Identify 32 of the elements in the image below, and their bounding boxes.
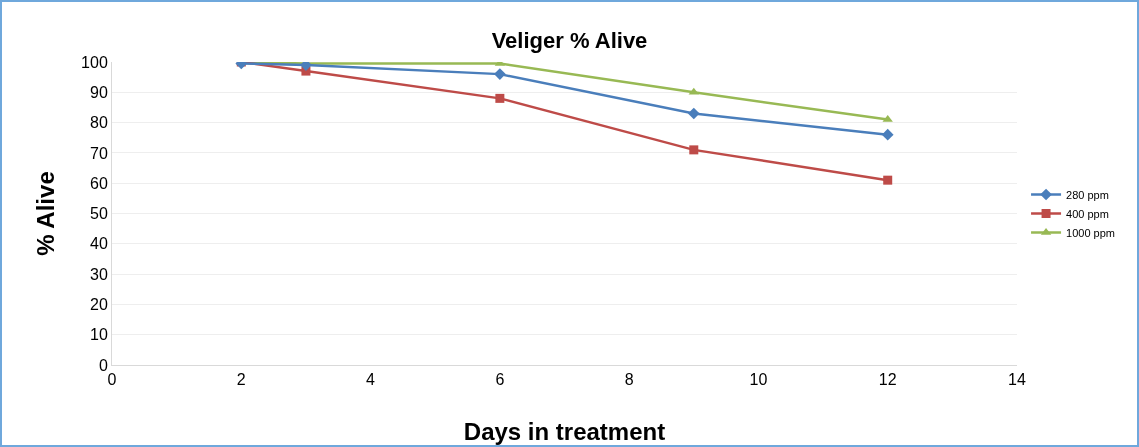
x-tick-label: 6 [495, 371, 505, 389]
chart-title: Veliger % Alive [491, 28, 648, 54]
point [495, 93, 505, 103]
x-tick-label: 12 [878, 371, 897, 389]
legend-label: 280 ppm [1066, 188, 1109, 201]
y-tick-label: 70 [90, 144, 108, 162]
point [689, 145, 699, 155]
point [300, 62, 312, 71]
x-tick-label: 2 [236, 371, 246, 389]
point [881, 128, 894, 141]
x-tick-label: 8 [624, 371, 634, 389]
x-axis-title: Days in treatment [463, 418, 666, 445]
legend-label: 400 ppm [1066, 207, 1109, 220]
y-tick-label: 0 [98, 356, 108, 374]
legend-label: 1000 ppm [1066, 226, 1115, 239]
y-tick-label: 10 [90, 326, 108, 344]
y-tick-label: 30 [90, 265, 108, 283]
y-tick-label: 20 [90, 296, 108, 313]
point [687, 107, 700, 120]
point [883, 175, 893, 185]
y-tick-label: 80 [90, 114, 108, 132]
x-tick-label: 14 [1008, 371, 1026, 389]
y-tick-label: 50 [90, 205, 108, 223]
y-tick-label: 100 [81, 53, 108, 71]
y-tick-label: 40 [90, 235, 108, 253]
y-axis-title: % Alive [32, 171, 59, 256]
x-tick-label: 10 [749, 371, 768, 389]
y-tick-label: 90 [90, 83, 108, 101]
y-tick-label: 60 [90, 174, 108, 192]
point [494, 68, 506, 80]
x-tick-label: 4 [366, 371, 376, 389]
point [688, 87, 699, 95]
